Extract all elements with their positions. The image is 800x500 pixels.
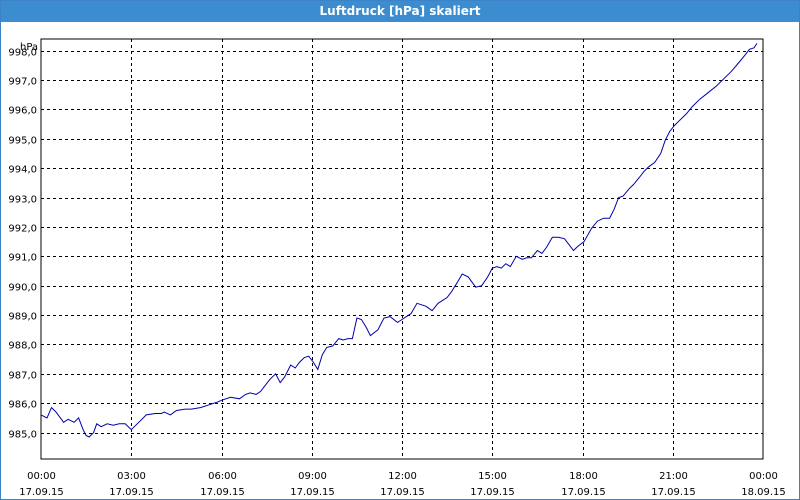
y-tick-label: 992,0 [8,224,37,235]
chart-area: hPa 985,0986,0987,0988,0989,0990,0991,09… [8,38,786,498]
x-tick-time: 15:00 [478,471,507,482]
x-tick-time: 18:00 [569,471,598,482]
x-tick-date: 18.09.15 [741,487,786,498]
y-tick-labels: 985,0 986,0 987,0 988,0 989,0 990,0 991,0 992,0… [8,48,37,441]
x-tick-labels: 00:00 17.09.15 03:00 17.09.15 06:00 17.09.15 0… [19,471,786,498]
y-tick-label: 987,0 [8,371,37,382]
chart-title: Luftdruck [hPa] skaliert [1,1,799,22]
x-tick-time: 09:00 [298,471,327,482]
y-tick-label: 997,0 [8,77,37,88]
x-tick-time: 00:00 [749,471,778,482]
x-tick-date: 17.09.15 [19,487,64,498]
x-tick-date: 17.09.15 [109,487,154,498]
x-tick-time: 21:00 [659,471,688,482]
x-tick-time: 06:00 [208,471,237,482]
x-tick-date: 17.09.15 [561,487,606,498]
series-line-luftdruck [40,43,758,438]
y-tick-label: 995,0 [8,136,37,147]
gridlines [41,39,763,459]
y-tick-label: 989,0 [8,312,37,323]
y-tick-label: 991,0 [8,253,37,264]
x-tick-time: 12:00 [388,471,417,482]
y-tick-label: 985,0 [8,430,37,441]
x-tick-date: 17.09.15 [200,487,245,498]
x-tick-date: 17.09.15 [651,487,696,498]
y-tick-label: 993,0 [8,195,37,206]
x-tick-date: 17.09.15 [470,487,515,498]
y-tick-label: 996,0 [8,106,37,117]
y-tick-label: 988,0 [8,341,37,352]
x-tick-time: 00:00 [27,471,56,482]
y-tick-label: 994,0 [8,165,37,176]
y-tick-label: 990,0 [8,283,37,294]
y-tick-label: 986,0 [8,400,37,411]
x-tick-date: 17.09.15 [380,487,425,498]
x-tick-time: 03:00 [117,471,146,482]
x-tick-date: 17.09.15 [290,487,335,498]
y-axis-label: hPa [20,42,38,53]
y-tick-label: 998,0 [8,48,37,59]
